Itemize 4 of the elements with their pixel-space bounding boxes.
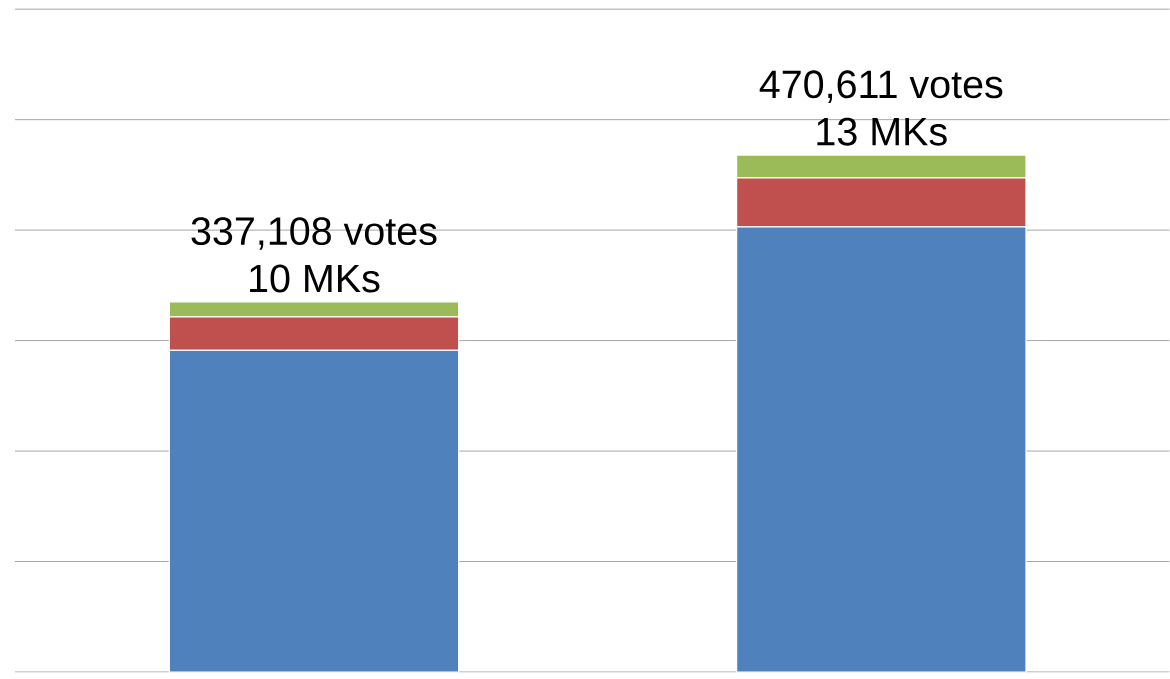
text: 13 MKs [817, 117, 947, 146]
text: 470,611 votes [759, 70, 1003, 104]
annotation: 337,108 votes [191, 217, 437, 250]
annotation: 10 MKs [250, 264, 380, 293]
